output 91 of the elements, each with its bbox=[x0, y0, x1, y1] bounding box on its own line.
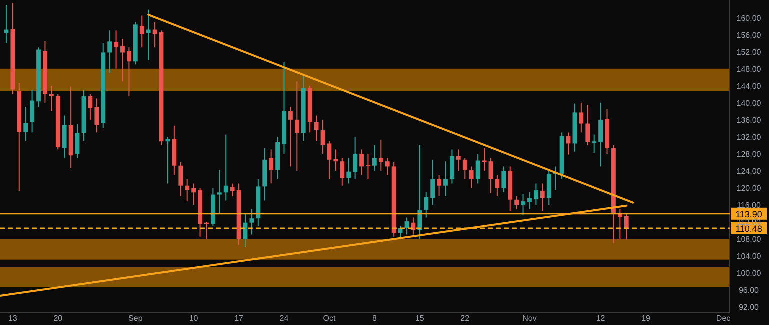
y-tick-label: 156.00 bbox=[736, 30, 762, 40]
x-tick-label: Sep bbox=[128, 314, 144, 323]
candlestick bbox=[49, 85, 54, 112]
candlestick bbox=[450, 149, 454, 184]
candlestick bbox=[514, 196, 520, 210]
candlestick bbox=[586, 104, 590, 146]
candlestick bbox=[592, 134, 597, 154]
x-tick-label: 17 bbox=[234, 314, 244, 323]
y-tick-label: 104.00 bbox=[736, 252, 762, 262]
candlestick bbox=[502, 166, 506, 193]
candlestick bbox=[62, 115, 67, 159]
candlestick bbox=[469, 166, 474, 188]
candlestick bbox=[94, 98, 100, 134]
x-tick-label: Nov bbox=[522, 314, 537, 323]
x-tick-label: Oct bbox=[323, 314, 336, 323]
candlestick bbox=[146, 9, 151, 61]
candlestick bbox=[353, 136, 358, 180]
y-tick-label: 108.00 bbox=[736, 235, 762, 244]
y-tick-label: 128.00 bbox=[736, 150, 762, 159]
x-tick-label: 22 bbox=[460, 314, 470, 323]
candlestick bbox=[495, 174, 500, 197]
candlestick bbox=[320, 119, 326, 154]
candlestick bbox=[288, 106, 293, 168]
ref-line-label: 113.90 bbox=[736, 209, 762, 220]
candlestick bbox=[378, 139, 384, 172]
candlestick bbox=[534, 183, 538, 206]
x-tick-label: 19 bbox=[642, 314, 652, 323]
candlestick bbox=[75, 124, 80, 159]
candlestick bbox=[372, 144, 377, 172]
candlestick bbox=[598, 102, 603, 168]
candlestick bbox=[488, 158, 494, 194]
y-tick-label: 92.00 bbox=[738, 303, 760, 312]
x-tick-label: 15 bbox=[415, 314, 425, 323]
x-tick-label: 8 bbox=[372, 314, 378, 323]
y-tick-label: 144.00 bbox=[736, 82, 762, 91]
y-tick-label: 124.00 bbox=[736, 166, 762, 176]
candlestick bbox=[385, 158, 390, 176]
ref-line-label: 110.48 bbox=[736, 224, 762, 234]
candlestick bbox=[217, 170, 222, 214]
candlestick bbox=[178, 162, 184, 197]
candlestick bbox=[462, 158, 468, 180]
candlestick bbox=[346, 158, 352, 184]
y-tick-label: 116.00 bbox=[737, 200, 762, 210]
candlestick bbox=[366, 153, 370, 180]
y-tick-label: 136.00 bbox=[736, 116, 762, 125]
candlestick bbox=[528, 192, 532, 210]
candlestick bbox=[579, 102, 584, 134]
candlestick bbox=[24, 106, 28, 142]
candlestick bbox=[120, 38, 125, 82]
candlestick bbox=[185, 178, 190, 202]
candlestick bbox=[540, 183, 545, 212]
x-tick-label: 12 bbox=[596, 314, 606, 323]
y-tick-label: 96.00 bbox=[738, 286, 760, 296]
candlestick bbox=[404, 217, 410, 236]
candlestick bbox=[114, 30, 118, 70]
candlestick bbox=[127, 47, 132, 98]
y-tick-label: 160.00 bbox=[736, 14, 762, 23]
x-tick-label: 13 bbox=[8, 314, 18, 323]
candlestick bbox=[624, 212, 629, 240]
candlestick bbox=[269, 149, 274, 184]
x-tick-label: 10 bbox=[189, 314, 199, 323]
candlestick bbox=[437, 174, 442, 197]
y-tick-label: 100.00 bbox=[736, 269, 762, 278]
candlestick bbox=[140, 15, 144, 48]
candlestick bbox=[521, 194, 526, 216]
candlestick bbox=[294, 81, 300, 172]
candlestick bbox=[430, 159, 436, 206]
candlestick bbox=[30, 90, 34, 134]
candlestick bbox=[334, 149, 338, 172]
candlestick bbox=[224, 134, 228, 202]
y-tick-label: 152.00 bbox=[736, 48, 762, 57]
candlestick bbox=[444, 161, 448, 197]
y-tick-label: 120.00 bbox=[736, 184, 762, 193]
candlestick bbox=[456, 149, 461, 172]
candlestick bbox=[424, 192, 429, 218]
x-tick-label: 20 bbox=[54, 314, 64, 323]
candlestick bbox=[618, 208, 622, 240]
candlestick bbox=[108, 30, 112, 74]
candlestick bbox=[340, 158, 345, 186]
candlestick bbox=[327, 140, 332, 180]
y-tick-label: 132.00 bbox=[736, 132, 762, 142]
candlestick bbox=[476, 153, 480, 184]
candlestick bbox=[192, 183, 196, 206]
candlestick bbox=[250, 208, 254, 236]
x-tick-label: 24 bbox=[280, 314, 290, 323]
candlestick bbox=[230, 183, 235, 197]
candlestick bbox=[88, 94, 93, 120]
y-tick-label: 140.00 bbox=[736, 98, 762, 108]
y-tick-label: 148.00 bbox=[736, 64, 762, 74]
x-tick-label: Dec bbox=[716, 314, 731, 323]
candlestick bbox=[360, 149, 364, 176]
